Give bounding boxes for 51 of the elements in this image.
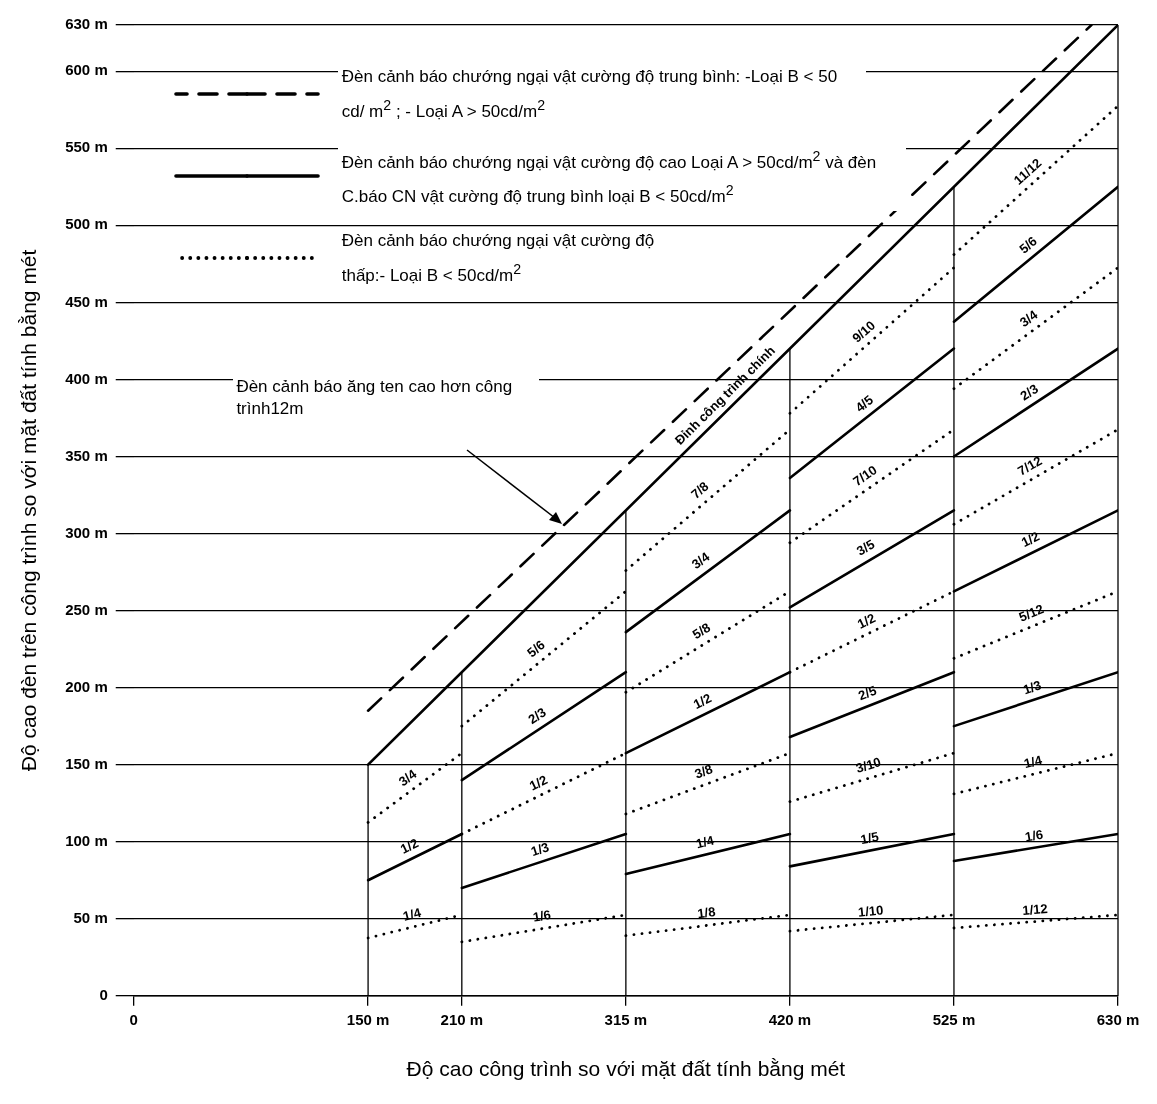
y-axis-title: Độ cao đèn trên công trình so với mặt đất tính bằng mét xyxy=(17,249,41,772)
annotation: 5/6 xyxy=(524,637,548,661)
annotation: 1/5 xyxy=(859,828,880,848)
annotation: 3/8 xyxy=(692,761,715,782)
x-tick-label: 420 m xyxy=(768,1010,812,1028)
y-tick-label: 350 m xyxy=(65,446,108,464)
annotation: 1/6 xyxy=(1023,826,1045,845)
y-tick-label: 400 m xyxy=(65,369,108,387)
annotation: 1/8 xyxy=(696,904,717,922)
annotation: Đèn cảnh báo ăng ten cao hơn công trình12m xyxy=(233,375,540,420)
y-tick-label: 500 m xyxy=(65,215,108,233)
y-tick-label: 630 m xyxy=(65,15,108,33)
y-tick-label: 50 m xyxy=(73,908,108,926)
annotation: 3/4 xyxy=(395,765,420,790)
annotation: 7/10 xyxy=(850,462,880,489)
annotation: 1/2 xyxy=(526,772,550,794)
x-tick-label: 525 m xyxy=(932,1010,976,1028)
y-tick-label: 0 xyxy=(99,985,108,1003)
y-tick-label: 300 m xyxy=(65,523,108,541)
x-tick-label: 315 m xyxy=(604,1010,648,1028)
text: Đèn cảnh báo chướng ngại vật cường độ cao Loại A > 50cd/m$^{2}$ và đèn C.báo CN vật cường độ trung bình loại B < 50cd/m$^{2}$ xyxy=(341,147,877,206)
annotation: 9/10 xyxy=(849,317,879,346)
y-tick-label: 200 m xyxy=(65,677,108,695)
annotation: 7/8 xyxy=(688,478,712,502)
annotation: 2/3 xyxy=(525,704,549,727)
legend-label: Đèn cảnh báo chướng ngại vật cường độ trung bình: -Loại B < 50 cd/ m$^{2}$ ; - Loại A > 50cd/m$^{2}$ xyxy=(337,63,866,126)
annotation: 1/2 xyxy=(855,610,878,632)
y-tick-label: 250 m xyxy=(65,600,108,618)
x-tick-label: 630 m xyxy=(1096,1010,1140,1028)
annotation: 3/5 xyxy=(854,536,878,559)
x-axis-title: Độ cao công trình so với mặt đất tính bằng mét xyxy=(406,1057,846,1081)
annotation: 1/12 xyxy=(1021,900,1049,918)
y-tick-label: 600 m xyxy=(65,61,108,79)
annotation: 1/3 xyxy=(529,839,551,860)
y-tick-label: 100 m xyxy=(65,831,108,849)
legend-label: Đèn cảnh báo chướng ngại vật cường độ thấp:- Loại B < 50cd/m$^{2}$ xyxy=(337,226,686,290)
x-tick-label: 150 m xyxy=(346,1010,390,1028)
y-tick-label: 150 m xyxy=(65,754,108,772)
annotation: 3/4 xyxy=(688,548,713,572)
annotation: 4/5 xyxy=(852,392,876,416)
annotation: 3/4 xyxy=(1016,306,1041,330)
x-tick-label: 210 m xyxy=(440,1010,484,1028)
annotation: 1/10 xyxy=(857,902,885,920)
annotation: 5/6 xyxy=(1016,233,1040,257)
y-tick-label: 450 m xyxy=(65,292,108,310)
y-tick-label: 550 m xyxy=(65,138,108,156)
annotation: 7/12 xyxy=(1015,452,1045,479)
annotation: 2/3 xyxy=(1017,380,1041,404)
annotation: 5/8 xyxy=(689,619,713,642)
x-tick-label: 0 xyxy=(129,1010,138,1028)
annotation: 1/2 xyxy=(690,690,714,712)
